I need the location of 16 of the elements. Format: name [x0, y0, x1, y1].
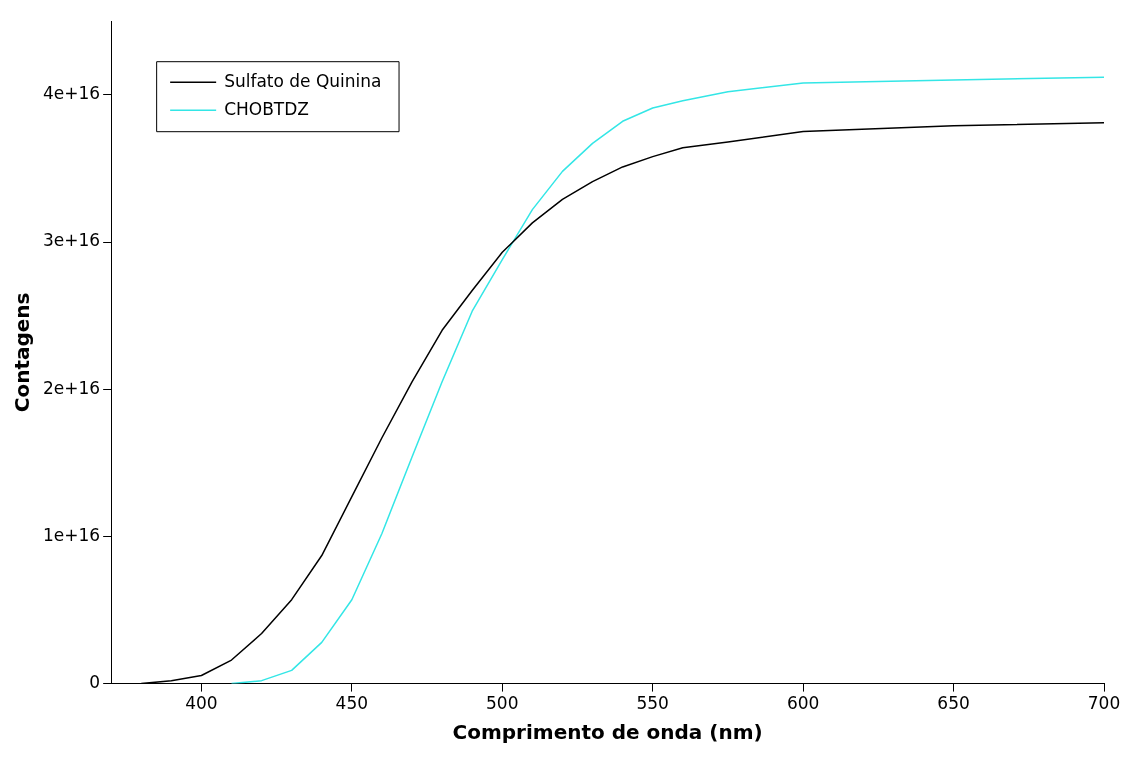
y-tick-label: 1e+16 — [42, 524, 101, 545]
x-tick-label: 500 — [486, 693, 519, 714]
x-tick-label: 450 — [335, 693, 369, 714]
legend-label: CHOBTDZ — [224, 98, 309, 119]
x-tick-label: 650 — [937, 693, 970, 714]
x-axis-title: Comprimento de onda (nm) — [452, 720, 763, 745]
y-tick-label: 4e+16 — [42, 83, 101, 104]
x-tick-label: 600 — [786, 693, 820, 714]
y-tick-label: 3e+16 — [42, 230, 101, 251]
y-tick-label: 2e+16 — [42, 377, 101, 398]
x-tick-label: 550 — [636, 693, 669, 714]
y-tick-label: 0 — [89, 672, 101, 693]
legend-label: Sulfato de Quinina — [224, 70, 382, 91]
x-tick-label: 400 — [185, 693, 218, 714]
x-tick-label: 700 — [1087, 693, 1121, 714]
y-axis-title: Contagens — [10, 292, 35, 413]
